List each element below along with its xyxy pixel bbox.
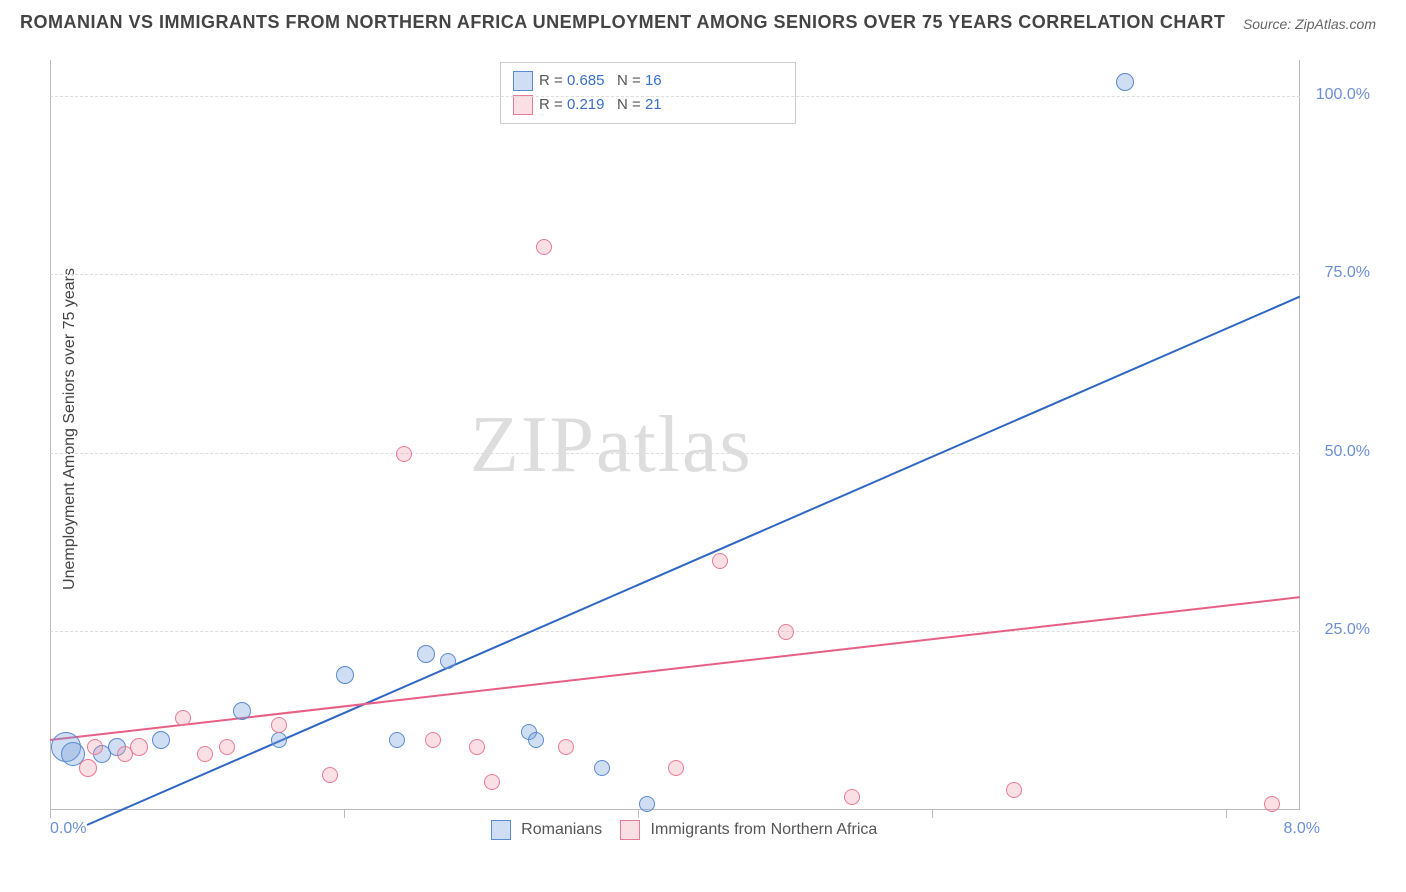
x-axis-line bbox=[50, 809, 1300, 810]
data-point bbox=[197, 746, 213, 762]
data-point bbox=[130, 738, 148, 756]
data-point bbox=[1006, 782, 1022, 798]
data-point bbox=[1116, 73, 1134, 91]
y-axis-line bbox=[50, 60, 51, 810]
x-tick-mark bbox=[50, 810, 51, 818]
chart-source: Source: ZipAtlas.com bbox=[1243, 16, 1376, 32]
data-point bbox=[528, 732, 544, 748]
data-point bbox=[219, 739, 235, 755]
data-point bbox=[668, 760, 684, 776]
data-point bbox=[1264, 796, 1280, 812]
data-point bbox=[271, 732, 287, 748]
data-point bbox=[594, 760, 610, 776]
x-tick-mark bbox=[344, 810, 345, 818]
y-axis-line-right bbox=[1299, 60, 1300, 810]
data-point bbox=[271, 717, 287, 733]
x-tick-label: 8.0% bbox=[1284, 820, 1320, 838]
data-point bbox=[336, 666, 354, 684]
data-point bbox=[417, 645, 435, 663]
watermark-zip: ZIP bbox=[470, 401, 596, 489]
trend-line bbox=[86, 296, 1300, 826]
x-tick-label: 0.0% bbox=[50, 820, 86, 838]
x-tick-mark bbox=[932, 810, 933, 818]
data-point bbox=[87, 739, 103, 755]
y-tick-label: 50.0% bbox=[1310, 443, 1370, 461]
watermark: ZIPatlas bbox=[470, 400, 753, 491]
y-tick-label: 100.0% bbox=[1310, 86, 1370, 104]
data-point bbox=[778, 624, 794, 640]
gridline bbox=[50, 96, 1300, 97]
data-point bbox=[152, 731, 170, 749]
data-point bbox=[79, 759, 97, 777]
y-tick-label: 75.0% bbox=[1310, 264, 1370, 282]
data-point bbox=[396, 446, 412, 462]
y-tick-label: 25.0% bbox=[1310, 621, 1370, 639]
legend-swatch bbox=[491, 820, 511, 840]
plot-area: ZIPatlas R = 0.685 N = 16R = 0.219 N = 2… bbox=[50, 60, 1300, 810]
data-point bbox=[558, 739, 574, 755]
data-point bbox=[425, 732, 441, 748]
gridline bbox=[50, 631, 1300, 632]
data-point bbox=[389, 732, 405, 748]
data-point bbox=[536, 239, 552, 255]
series-legend: Romanians Immigrants from Northern Afric… bbox=[50, 820, 1300, 840]
legend-label: Romanians bbox=[521, 821, 602, 838]
gridline bbox=[50, 453, 1300, 454]
correlation-legend: R = 0.685 N = 16R = 0.219 N = 21 bbox=[500, 62, 796, 124]
x-tick-mark bbox=[1226, 810, 1227, 818]
x-tick-mark bbox=[638, 810, 639, 818]
legend-row: R = 0.685 N = 16 bbox=[513, 69, 783, 93]
legend-label: Immigrants from Northern Africa bbox=[651, 821, 878, 838]
data-point bbox=[440, 653, 456, 669]
chart-title: ROMANIAN VS IMMIGRANTS FROM NORTHERN AFR… bbox=[20, 12, 1225, 33]
legend-swatch bbox=[620, 820, 640, 840]
data-point bbox=[712, 553, 728, 569]
data-point bbox=[639, 796, 655, 812]
data-point bbox=[322, 767, 338, 783]
watermark-atlas: atlas bbox=[596, 401, 753, 489]
data-point bbox=[844, 789, 860, 805]
gridline bbox=[50, 274, 1300, 275]
data-point bbox=[469, 739, 485, 755]
data-point bbox=[484, 774, 500, 790]
